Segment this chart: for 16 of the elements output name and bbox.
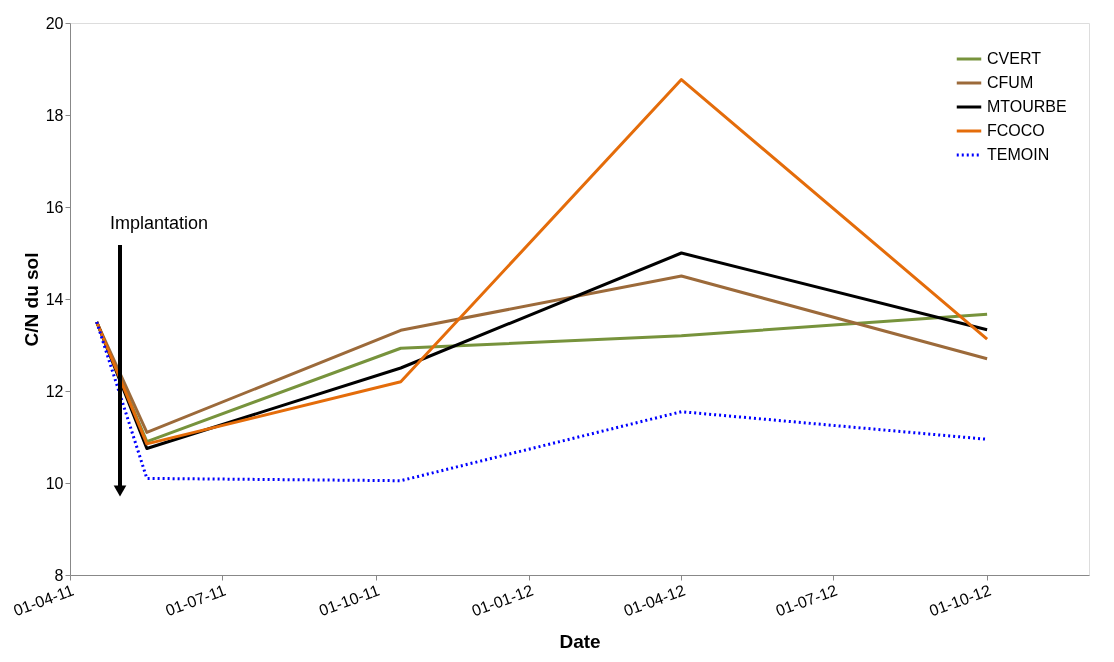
legend-label: CVERT (987, 50, 1042, 67)
legend-label: CFUM (987, 74, 1034, 91)
y-axis-title: C/N du sol (20, 252, 42, 347)
y-tick-label: 8 (54, 566, 64, 584)
legend-label: FCOCO (987, 122, 1045, 139)
line-series (95, 78, 989, 446)
y-tick-label: 10 (45, 474, 64, 492)
annotation: Implantation (110, 213, 209, 233)
y-tick-label: 14 (45, 290, 64, 308)
y-tick-label: 20 (45, 14, 64, 32)
x-axis-title: Date (559, 631, 601, 653)
y-tick-label: 12 (45, 382, 64, 400)
y-tick-label: 18 (45, 106, 64, 124)
y-tick-label: 16 (45, 198, 64, 216)
legend-label: MTOURBE (987, 98, 1067, 115)
legend-label: TEMOIN (987, 146, 1050, 163)
